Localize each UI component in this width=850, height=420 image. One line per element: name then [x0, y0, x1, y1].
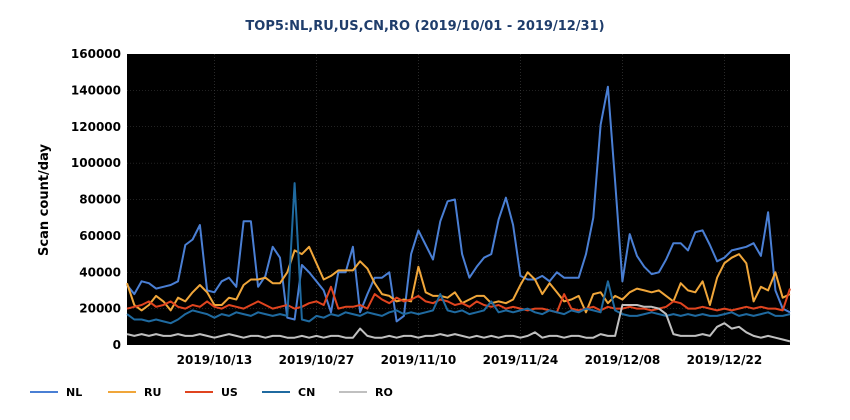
- legend-item-ru: RU: [108, 386, 161, 399]
- x-tick-label: 2019/10/13: [177, 353, 253, 367]
- grid-lines: [127, 54, 790, 345]
- y-tick-label: 20000: [79, 302, 121, 316]
- y-tick-label: 60000: [79, 229, 121, 243]
- x-axis-ticks: 2019/10/13 2019/10/27 2019/11/10 2019/11/24…: [177, 353, 763, 367]
- x-tick-label: 2019/10/27: [279, 353, 355, 367]
- y-axis-label: Scan count/day: [37, 144, 52, 256]
- series-lines: [126, 85, 791, 343]
- y-axis-ticks: 0 20000 40000 60000 80000 100000 120000 140000 1…: [71, 47, 121, 352]
- legend: NL RU US CN RO: [30, 386, 393, 399]
- y-tick-label: 100000: [71, 156, 121, 170]
- y-tick-label: 40000: [79, 265, 121, 279]
- legend-label: CN: [298, 386, 315, 399]
- series-line-cn: [126, 182, 791, 325]
- series-line-nl: [126, 85, 791, 323]
- legend-item-cn: CN: [262, 386, 315, 399]
- x-tick-label: 2019/11/10: [381, 353, 457, 367]
- y-tick-label: 80000: [79, 193, 121, 207]
- chart-title: TOP5:NL,RU,US,CN,RO (2019/10/01 - 2019/1…: [245, 19, 604, 34]
- series-line-ro: [126, 304, 791, 343]
- y-tick-label: 160000: [71, 47, 121, 61]
- legend-label: RO: [375, 386, 393, 399]
- legend-label: US: [221, 386, 238, 399]
- x-tick-label: 2019/12/22: [687, 353, 763, 367]
- series-line-us: [126, 285, 791, 314]
- legend-item-us: US: [185, 386, 238, 399]
- legend-label: NL: [66, 386, 82, 399]
- y-tick-label: 0: [113, 338, 121, 352]
- x-tick-label: 2019/12/08: [585, 353, 661, 367]
- series-line-ru: [126, 245, 791, 314]
- y-tick-label: 120000: [71, 120, 121, 134]
- x-tick-label: 2019/11/24: [483, 353, 559, 367]
- legend-item-ro: RO: [339, 386, 393, 399]
- legend-item-nl: NL: [30, 386, 82, 399]
- y-tick-label: 140000: [71, 83, 121, 97]
- legend-label: RU: [144, 386, 161, 399]
